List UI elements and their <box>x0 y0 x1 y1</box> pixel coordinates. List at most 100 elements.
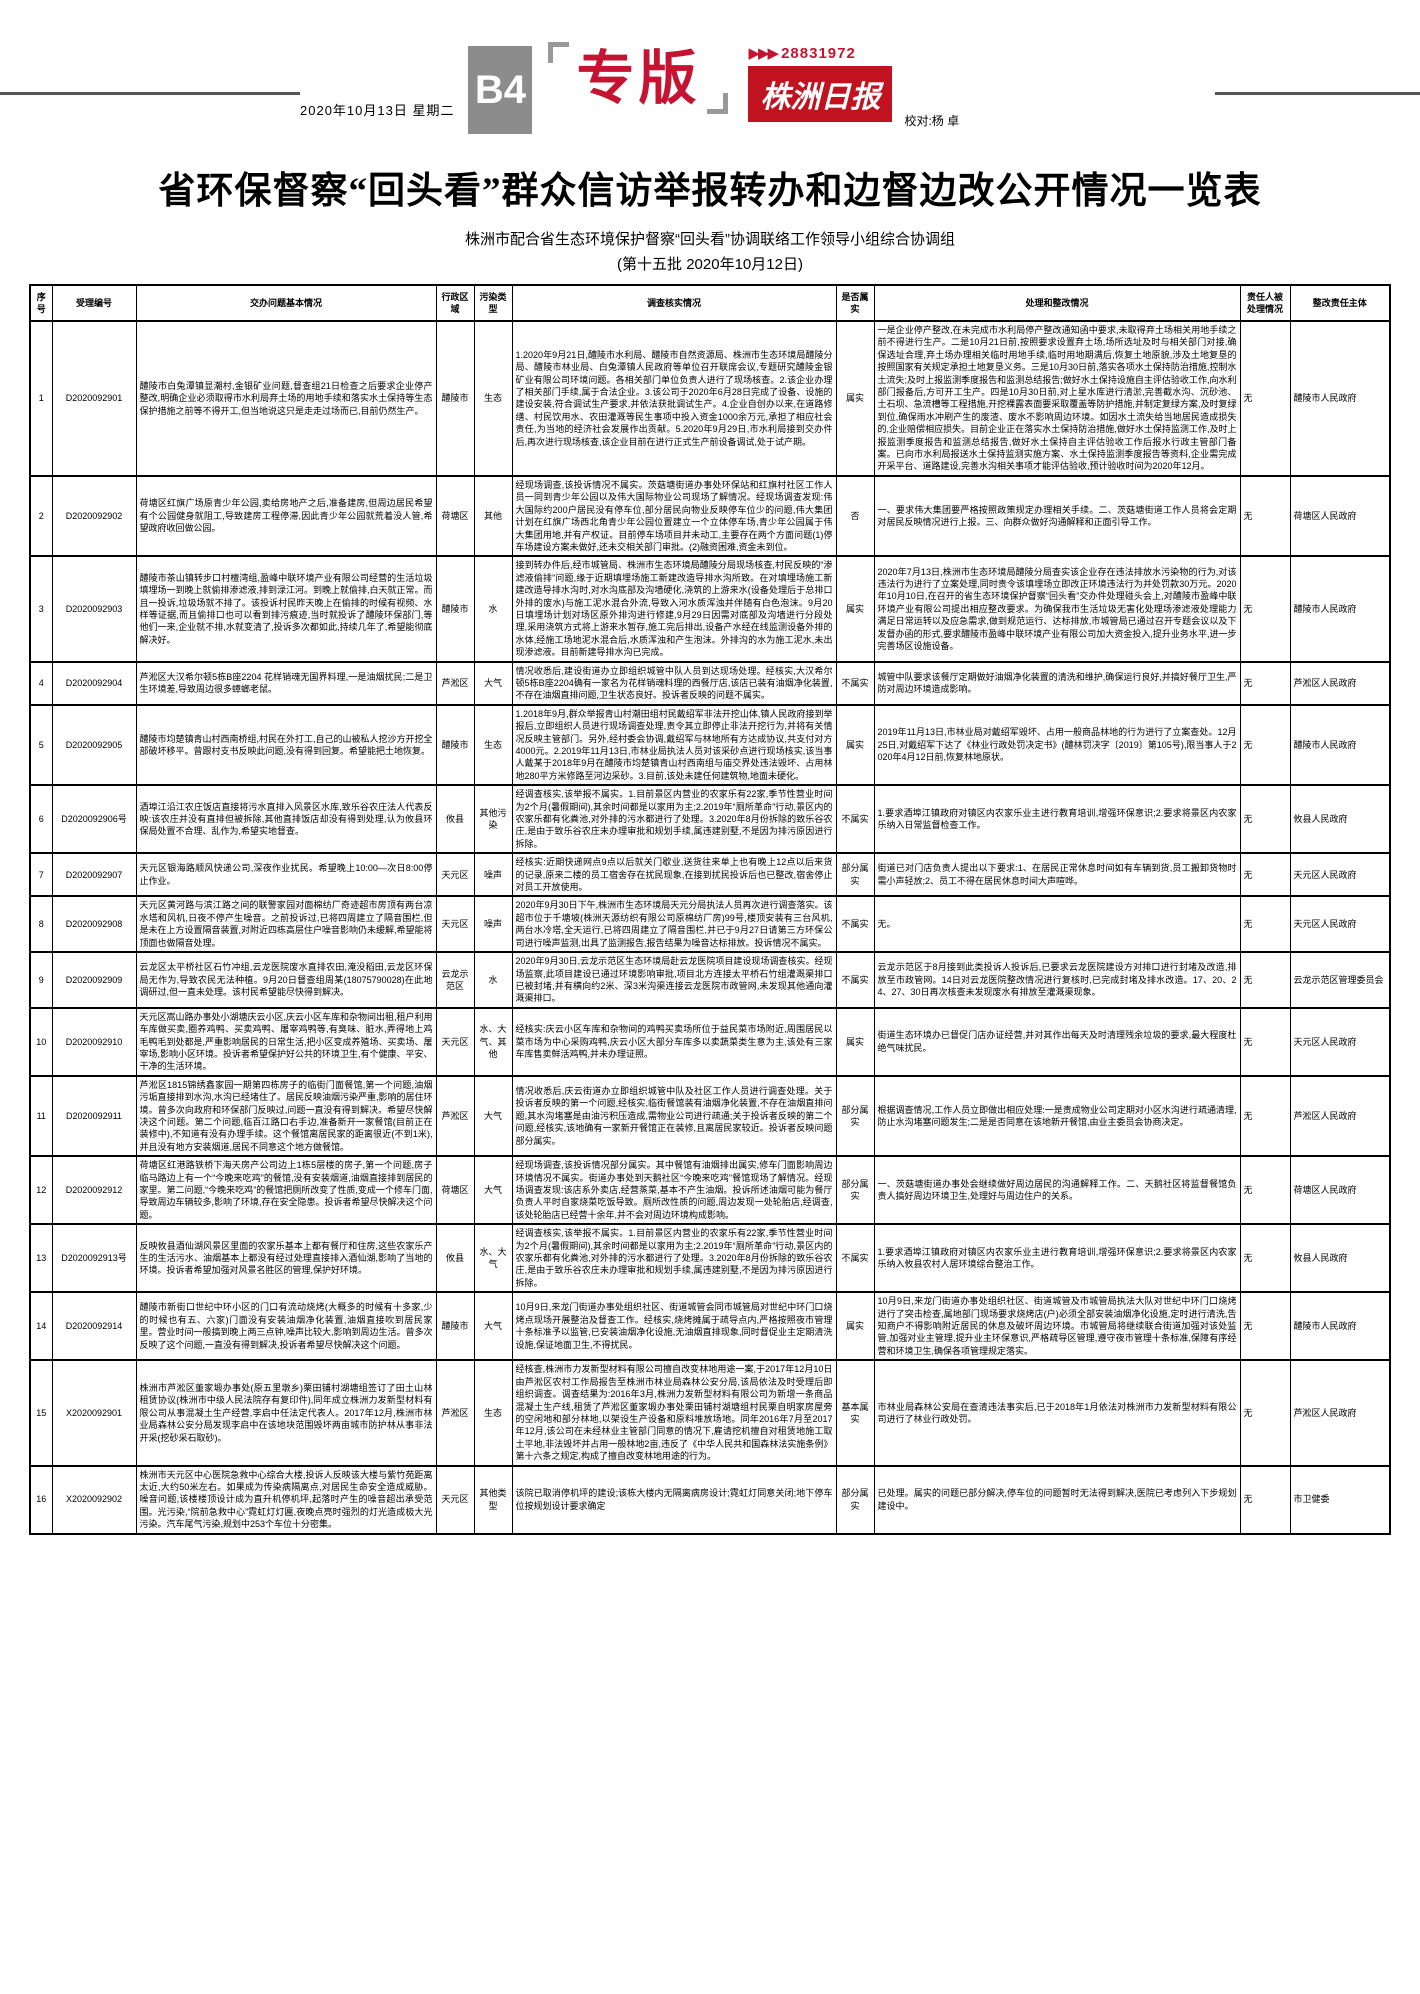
table-row: 6 D2020092906号 酒埠江沿江农庄饭店直接将污水直排入风景区水库,致乐谷农… <box>29 784 1391 854</box>
cell-case_id: D2020092902 <box>51 474 137 557</box>
cell-responsible: 醴陵市人民政府 <box>1289 555 1391 663</box>
cell-pollution_type: 噪声 <box>473 852 513 897</box>
cell-responsible: 芦淞区人民政府 <box>1289 660 1391 706</box>
cell-accountability: 无 <box>1239 784 1291 854</box>
cell-issue: 芦淞区大汉希尔顿5栋B座2204 花样销魂无国界料理,一是油烟扰民;二是卫生环境… <box>135 660 437 706</box>
cell-pollution_type: 其他污染 <box>473 784 513 854</box>
cell-pollution_type: 噪声 <box>473 895 513 953</box>
column-header-district: 行政区域 <box>435 284 475 322</box>
column-header-verified: 是否属实 <box>835 284 875 322</box>
cell-verified: 不属实 <box>835 895 875 953</box>
cell-responsible: 市卫健委 <box>1289 1464 1391 1535</box>
cell-district: 攸县 <box>435 1223 475 1293</box>
cell-case_id: D2020092908 <box>51 895 137 953</box>
table-row: 13 D2020092913号 反映攸县酒仙湖风景区里面的农家乐基本上都有餐厅和住房… <box>29 1223 1391 1293</box>
cell-handling: 一是企业停产整改,在未完成市水利局停产整改通知函中要求,未取得弃土场相关用地手续… <box>873 320 1241 477</box>
cell-pollution_type: 水、大气 <box>473 1223 513 1293</box>
cell-investigation: 经核实:庆云小区车库和杂物间的鸡鸭买卖场所位于益民菜市场附近,周围居民以菜市场为… <box>511 1006 837 1077</box>
cell-investigation: 10月9日,来龙门街道办事处组织社区、街道城管会同市城管局对世纪中环门口烧烤点现… <box>511 1291 837 1361</box>
cell-investigation: 情况收悉后,建设街道办立即组织城管中队人员到达现场处理。经核实,大汉希尔顿5栋B… <box>511 660 837 706</box>
column-header-case_id: 受理编号 <box>51 284 137 322</box>
cell-pollution_type: 其他类型 <box>473 1464 513 1535</box>
cell-district: 醴陵市 <box>435 1291 475 1361</box>
cell-case_id: D2020092909 <box>51 951 137 1009</box>
cell-investigation: 接到转办件后,经市城管局、株洲市生态环境局醴陵分局现场核查,村民反映的“渗滤液偷… <box>511 555 837 663</box>
issue-date: 2020年10月13日 星期二 <box>300 103 455 118</box>
cell-case_id: D2020092904 <box>51 660 137 706</box>
cell-pollution_type: 水 <box>473 555 513 663</box>
cell-investigation: 2020年9月30日下午,株洲市生态环境局天元分局执法人员再次进行调查落实。该超… <box>511 895 837 953</box>
cell-no: 14 <box>29 1291 53 1361</box>
cell-handling: 1.要求酒埠江镇政府对镇区内农家乐业主进行教育培训,增强环保意识;2.要求将景区… <box>873 784 1241 854</box>
cell-issue: 云龙区太平桥社区石竹冲组,云龙医院废水直排农田,淹没稻田,云龙区环保局无作为,导… <box>135 951 437 1009</box>
cell-verified: 不属实 <box>835 951 875 1009</box>
cell-responsible: 天元区人民政府 <box>1289 895 1391 953</box>
cell-responsible: 醴陵市人民政府 <box>1289 1291 1391 1361</box>
cell-handling: 10月9日,来龙门街道办事处组织社区、街道城管及市城管局执法大队对世纪中环门口烧… <box>873 1291 1241 1361</box>
table-body: 1 D2020092901 醴陵市白兔潭镇显潮村,金银矿业问题,督查组21日检查之后… <box>29 320 1391 1535</box>
cell-verified: 部分属实 <box>835 1155 875 1225</box>
cell-verified: 属实 <box>835 555 875 663</box>
batch-date-line: (第十五批 2020年10月12日) <box>617 256 803 273</box>
cell-no: 5 <box>29 703 53 786</box>
cell-no: 15 <box>29 1359 53 1467</box>
cell-case_id: X2020092901 <box>51 1359 137 1467</box>
cell-verified: 属实 <box>835 1291 875 1361</box>
records-table: 序号 受理编号 交办问题基本情况 行政区域 污染类型 调查核实情况 是否属实 处理和整改情况责… <box>29 284 1391 1535</box>
cell-verified: 否 <box>835 474 875 557</box>
cell-district: 芦淞区 <box>435 1359 475 1467</box>
cell-responsible: 芦淞区人民政府 <box>1289 1359 1391 1467</box>
column-header-no: 序号 <box>29 284 53 322</box>
page-number-badge: B4 <box>468 46 533 134</box>
cell-handling: 城管中队要求该餐厅定期做好油烟净化装置的清洗和维护,确保运行良好,并搞好餐厅卫生… <box>873 660 1241 706</box>
cell-issue: 芦淞区1815锦绣鑫家园一期第四栋房子的临街门面餐馆,第一个问题,油烟污垢直接排… <box>135 1074 437 1157</box>
newspaper-page: 2020年10月13日 星期二 B4 专版 ▶▶▶ 28831972 株洲日报 校… <box>0 38 1420 1535</box>
cell-no: 10 <box>29 1006 53 1077</box>
cell-pollution_type: 生态 <box>473 320 513 477</box>
cell-issue: 天元区嵩山路办事处小湖塘庆云小区,庆云小区车库和杂物间出租,租户利用车库做买卖,… <box>135 1006 437 1077</box>
table-row: 8 D2020092908 天元区黄河路与滨江路之间的联警家园对面棉纺厂奇迹超市房顶… <box>29 895 1391 953</box>
cell-district: 天元区 <box>435 852 475 897</box>
cell-no: 8 <box>29 895 53 953</box>
cell-pollution_type: 大气 <box>473 1291 513 1361</box>
corner-bracket-close-icon <box>707 38 734 118</box>
cell-issue: 株洲市芦淞区董家塅办事处(原五里墩乡)栗田铺村湖塘组签订了田土山林租赁协议(株洲… <box>135 1359 437 1467</box>
section-title: 专版 <box>576 46 701 111</box>
cell-accountability: 无 <box>1239 895 1291 953</box>
cell-no: 1 <box>29 320 53 477</box>
table-row: 16 X2020092902 株洲市天元区中心医院急救中心综合大楼,投诉人反映该大楼… <box>29 1464 1391 1535</box>
cell-handling: 根据调查情况,工作人员立即做出相应处理:一是责成物业公司定期对小区水沟进行疏通清… <box>873 1074 1241 1157</box>
cell-district: 天元区 <box>435 1464 475 1535</box>
cell-verified: 部分属实 <box>835 852 875 897</box>
cell-district: 云龙示范区 <box>435 951 475 1009</box>
cell-issue: 株洲市天元区中心医院急救中心综合大楼,投诉人反映该大楼与紫竹苑距离太近,大约50… <box>135 1464 437 1535</box>
table-row: 5 D2020092905 醴陵市均楚镇青山村西南桥组,村民在外打工,自己的山被私人… <box>29 703 1391 786</box>
cell-issue: 醴陵市白兔潭镇显潮村,金银矿业问题,督查组21日检查之后要求企业停产整改,明确企… <box>135 320 437 477</box>
brand-block: ▶▶▶ 28831972 株洲日报 <box>748 44 893 122</box>
cell-pollution_type: 其他 <box>473 474 513 557</box>
table-row: 10 D2020092910 天元区嵩山路办事处小湖塘庆云小区,庆云小区车库和杂物间… <box>29 1006 1391 1077</box>
cell-case_id: D2020092901 <box>51 320 137 477</box>
cell-verified: 部分属实 <box>835 1074 875 1157</box>
cell-handling: 已处理。属实的问题已部分解决,停车位的问题暂时无法得到解决,医院已考虑列入下步规… <box>873 1464 1241 1535</box>
table-row: 3 D2020092903 醴陵市茶山镇转步口村檀湾组,盈峰中联环境产业有限公司经营… <box>29 555 1391 663</box>
cell-district: 荷塘区 <box>435 474 475 557</box>
cell-case_id: D2020092903 <box>51 555 137 663</box>
cell-case_id: D2020092907 <box>51 852 137 897</box>
cell-accountability: 无 <box>1239 852 1291 897</box>
cell-accountability: 无 <box>1239 703 1291 786</box>
cell-pollution_type: 大气 <box>473 660 513 706</box>
cell-responsible: 天元区人民政府 <box>1289 852 1391 897</box>
cell-verified: 不属实 <box>835 1223 875 1293</box>
table-row: 14 D2020092914 醴陵市新街口世纪中环小区的门口有流动烧烤(大概多的时候… <box>29 1291 1391 1361</box>
cell-case_id: D2020092910 <box>51 1006 137 1077</box>
cell-verified: 基本属实 <box>835 1359 875 1467</box>
cell-case_id: D2020092911 <box>51 1074 137 1157</box>
hotline-number: ▶▶▶ 28831972 <box>748 45 856 62</box>
cell-issue: 天元区银海路顺风快递公司,深夜作业扰民。希望晚上10:00—次日8:00停止作业… <box>135 852 437 897</box>
cell-responsible: 醴陵市人民政府 <box>1289 703 1391 786</box>
triple-arrow-icon: ▶▶▶ <box>748 45 779 62</box>
cell-handling: 2020年7月13日,株洲市生态环境局醴陵分局查实该企业存在违法排放水污染物的行… <box>873 555 1241 663</box>
cell-verified: 不属实 <box>835 660 875 706</box>
cell-verified: 属实 <box>835 1006 875 1077</box>
